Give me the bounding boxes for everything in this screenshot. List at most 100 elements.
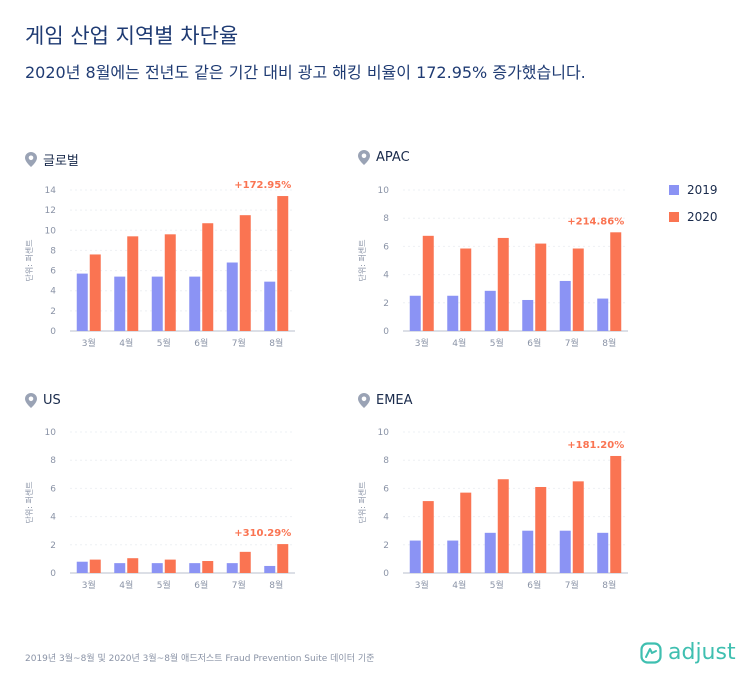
bar-2019-3월 <box>76 273 88 331</box>
growth-annotation: +181.20% <box>567 440 624 451</box>
bar-2020-4월 <box>460 248 472 331</box>
y-tick-label: 10 <box>45 428 57 438</box>
adjust-logo-text: adjust <box>668 640 736 665</box>
bar-2019-4월 <box>114 276 126 331</box>
x-tick-label: 6월 <box>527 579 541 591</box>
bar-2020-8월 <box>277 544 289 573</box>
bar-2019-7월 <box>226 262 238 331</box>
x-tick-label: 3월 <box>82 337 96 349</box>
bar-2019-6월 <box>189 563 201 573</box>
y-tick-label: 4 <box>383 271 389 281</box>
bar-2019-5월 <box>484 532 496 573</box>
bar-2020-6월 <box>202 561 214 573</box>
x-tick-label: 5월 <box>490 579 504 591</box>
y-tick-label: 6 <box>383 484 389 494</box>
bar-2020-8월 <box>610 455 622 573</box>
bar-2019-8월 <box>264 565 276 573</box>
bar-2020-8월 <box>610 232 622 331</box>
legend-swatch-2020 <box>669 212 679 222</box>
y-axis-label: 단위: 퍼센트 <box>357 481 367 523</box>
growth-annotation: +172.95% <box>234 180 291 191</box>
chart-global: 0 2 4 6 8 10 12 14 단위: 퍼센트 3월 4월 5월 6월 7월 8월 +172.95% <box>24 180 295 349</box>
x-tick-label: 6월 <box>527 337 541 349</box>
y-tick-label: 10 <box>378 428 390 438</box>
location-pin-icon <box>358 393 370 408</box>
bar-2019-6월 <box>522 299 534 331</box>
location-pin-icon <box>25 152 37 167</box>
chart-us: 0 2 4 6 8 10 단위: 퍼센트 3월 4월 5월 6월 7월 8월 +310.29% <box>24 428 295 591</box>
y-tick-label: 8 <box>50 456 56 466</box>
y-tick-label: 14 <box>45 186 57 196</box>
y-tick-label: 0 <box>383 569 389 579</box>
y-tick-label: 10 <box>378 186 390 196</box>
y-tick-label: 4 <box>50 287 56 297</box>
y-tick-label: 4 <box>50 513 56 523</box>
y-axis-label: 단위: 퍼센트 <box>24 239 34 281</box>
page-title: 게임 산업 지역별 차단율 <box>25 24 239 48</box>
bar-2020-6월 <box>202 223 214 331</box>
chart-emea: 0 2 4 6 8 10 단위: 퍼센트 3월 4월 5월 6월 7월 8월 +181.20% <box>357 428 628 591</box>
chart-apac: 0 2 4 6 8 10 단위: 퍼센트 3월 4월 5월 6월 7월 8월 +214.86% <box>357 186 628 349</box>
bar-2019-4월 <box>447 540 459 573</box>
adjust-logo: adjust <box>640 640 736 665</box>
x-tick-label: 4월 <box>119 337 133 349</box>
bar-2019-4월 <box>114 563 126 573</box>
bar-2019-6월 <box>522 530 534 573</box>
bar-2020-3월 <box>422 235 434 331</box>
page-subtitle: 2020년 8월에는 전년도 같은 기간 대비 광고 해킹 비율이 172.95… <box>25 63 586 82</box>
x-tick-label: 8월 <box>269 337 283 349</box>
y-tick-label: 2 <box>383 299 389 309</box>
legend-label-2019: 2019 <box>687 183 718 197</box>
bar-2020-3월 <box>422 501 434 573</box>
x-tick-label: 3월 <box>415 337 429 349</box>
x-tick-label: 6월 <box>194 579 208 591</box>
panel-title-us: US <box>43 393 61 408</box>
y-tick-label: 6 <box>50 267 56 277</box>
y-tick-label: 6 <box>383 242 389 252</box>
adjust-logo-icon <box>640 641 662 664</box>
x-tick-label: 5월 <box>157 579 171 591</box>
bar-2020-7월 <box>239 215 251 331</box>
bar-2019-3월 <box>76 561 88 573</box>
y-axis-label: 단위: 퍼센트 <box>24 481 34 523</box>
x-tick-label: 4월 <box>452 579 466 591</box>
panel-title-emea: EMEA <box>376 393 413 408</box>
y-tick-label: 8 <box>50 246 56 256</box>
bar-2020-4월 <box>460 492 472 573</box>
y-tick-label: 8 <box>383 456 389 466</box>
panel-label-us: US <box>25 393 61 408</box>
x-tick-label: 5월 <box>490 337 504 349</box>
x-tick-label: 8월 <box>602 337 616 349</box>
bar-2019-6월 <box>189 276 201 331</box>
bar-2020-7월 <box>572 248 584 331</box>
bar-2020-3월 <box>89 559 101 573</box>
bar-2020-5월 <box>497 479 509 573</box>
bar-2019-4월 <box>447 295 459 331</box>
bar-2019-7월 <box>226 563 238 573</box>
bar-2020-5월 <box>164 234 176 331</box>
bar-2020-3월 <box>89 254 101 331</box>
x-tick-label: 8월 <box>602 579 616 591</box>
panel-title-global: 글로벌 <box>43 154 79 169</box>
bar-2019-5월 <box>484 290 496 331</box>
bar-2020-4월 <box>127 558 139 573</box>
y-tick-label: 8 <box>383 214 389 224</box>
footer-source-note: 2019년 3월~8월 및 2020년 3월~8월 애드저스트 Fraud Pr… <box>25 654 375 664</box>
legend-item-2020: 2020 <box>669 210 718 224</box>
y-tick-label: 0 <box>50 327 56 337</box>
y-tick-label: 0 <box>50 569 56 579</box>
location-pin-icon <box>358 150 370 165</box>
bar-2019-5월 <box>151 276 163 331</box>
y-tick-label: 0 <box>383 327 389 337</box>
bar-2020-7월 <box>572 481 584 573</box>
bar-2019-7월 <box>559 280 571 331</box>
y-axis-label: 단위: 퍼센트 <box>357 239 367 281</box>
panel-label-global: 글로벌 <box>25 150 79 169</box>
location-pin-icon <box>25 393 37 408</box>
legend-label-2020: 2020 <box>687 210 718 224</box>
x-tick-label: 7월 <box>565 579 579 591</box>
x-tick-label: 6월 <box>194 337 208 349</box>
growth-annotation: +214.86% <box>567 216 624 227</box>
y-tick-label: 2 <box>50 541 56 551</box>
y-tick-label: 4 <box>383 513 389 523</box>
